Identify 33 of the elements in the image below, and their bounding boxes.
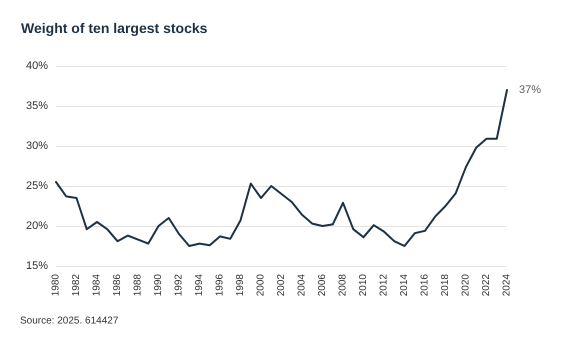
x-tick-label: 1990 (153, 274, 164, 296)
x-tick-label: 1986 (112, 274, 123, 296)
x-tick-label: 2004 (296, 274, 308, 296)
x-tick-label: 1984 (92, 274, 102, 296)
x-tick-label: 1996 (214, 274, 226, 296)
x-tick-label: 1998 (235, 274, 246, 296)
x-tick-label: 2016 (420, 274, 430, 296)
y-tick-label: 35% (26, 100, 48, 112)
line-series (55, 89, 508, 247)
x-tick-label: 1992 (174, 274, 184, 296)
y-tick-label: 25% (26, 180, 48, 192)
x-tick-label: 1994 (194, 274, 205, 296)
x-tick-label: 2006 (317, 274, 328, 296)
y-tick-label: 40% (26, 60, 48, 72)
x-tick-label: 1988 (132, 274, 144, 296)
y-tick-label: 30% (26, 140, 48, 152)
x-tick-label: 1980 (50, 274, 62, 296)
source-note: Source: 2025. 614427 (20, 316, 119, 326)
chart-title: Weight of ten largest stocks (21, 20, 208, 36)
x-tick-label: 2022 (481, 274, 492, 296)
y-tick-label: 15% (26, 260, 48, 272)
x-tick-label: 2024 (502, 274, 512, 296)
x-tick-label: 2018 (440, 274, 451, 296)
x-tick-label: 2014 (399, 274, 410, 296)
annotation: 37% (519, 84, 542, 96)
x-tick-label: 1982 (71, 274, 82, 296)
x-tick-label: 2000 (256, 274, 266, 296)
x-tick-label: 2010 (358, 274, 369, 296)
x-tick-label: 2002 (276, 274, 287, 296)
x-tick-label: 2008 (338, 274, 348, 296)
y-tick-label: 20% (26, 220, 48, 232)
x-tick-label: 2012 (378, 274, 390, 296)
x-tick-label: 2020 (460, 274, 472, 296)
